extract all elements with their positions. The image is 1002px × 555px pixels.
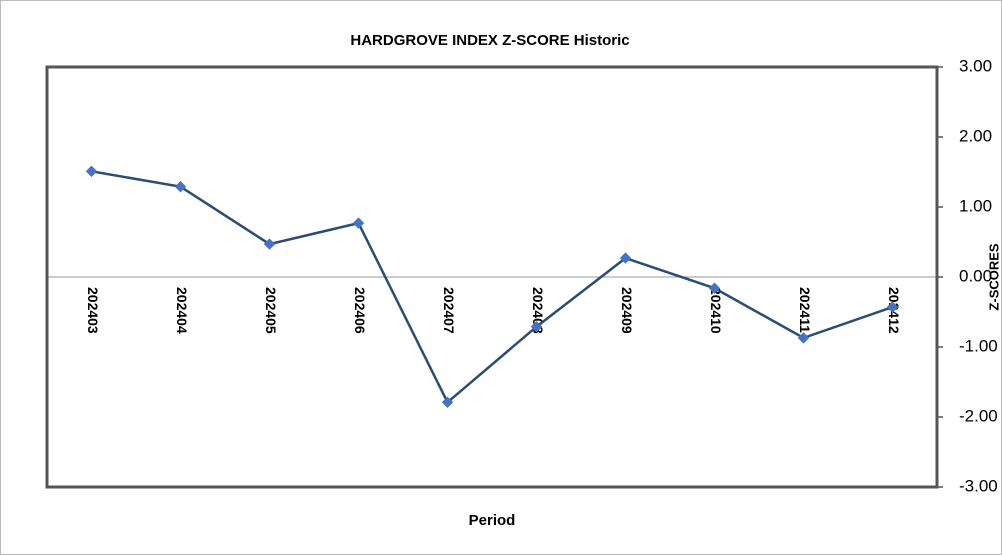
- x-tick-label: 202404: [174, 287, 190, 334]
- x-tick-label: 202407: [441, 287, 457, 334]
- data-point: [708, 282, 721, 294]
- y-tick-label: 3.00: [959, 56, 992, 75]
- y-tick-label: -1.00: [959, 336, 998, 355]
- data-point: [886, 301, 899, 313]
- data-point: [85, 165, 98, 178]
- chart-title: HARDGROVE INDEX Z-SCORE Historic: [350, 32, 629, 49]
- x-tick-label: 202409: [619, 287, 635, 334]
- y-tick-label: 1.00: [959, 196, 992, 215]
- series-line: [91, 170, 893, 405]
- x-tick-label: 202411: [797, 287, 813, 333]
- y-tick-label: 0.00: [959, 266, 992, 285]
- plot-area: [45, 65, 939, 489]
- data-point: [797, 332, 810, 344]
- y-tick-label: -3.00: [959, 476, 998, 495]
- data-point: [263, 238, 276, 250]
- data-point: [619, 252, 632, 264]
- x-axis-label: Period: [469, 512, 516, 529]
- x-tick-label: 202403: [85, 287, 101, 334]
- x-tick-label: 202405: [263, 287, 279, 334]
- data-point: [352, 217, 365, 229]
- x-tick-label: 202406: [352, 287, 368, 334]
- data-point: [530, 320, 543, 333]
- data-point: [174, 180, 187, 193]
- data-point: [441, 396, 454, 409]
- y-tick-label: -2.00: [959, 406, 998, 425]
- y-tick-label: 2.00: [959, 126, 992, 145]
- x-tick-label: 202410: [708, 287, 724, 334]
- y-axis-label: Z-SCORES: [986, 243, 1001, 311]
